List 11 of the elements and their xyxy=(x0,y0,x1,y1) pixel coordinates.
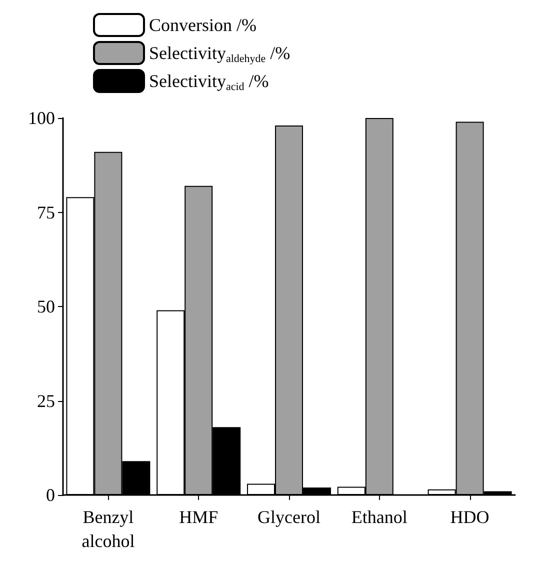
legend-label: Conversion /% xyxy=(149,15,256,35)
x-tick-label: Benzyl alcohol xyxy=(82,507,135,551)
x-tick-label: HDO xyxy=(450,507,490,527)
y-tick-label: 0 xyxy=(46,485,55,505)
x-tick-label: Glycerol xyxy=(258,507,320,527)
y-tick-label: 50 xyxy=(37,296,55,316)
x-tick-label: HMF xyxy=(179,507,218,527)
y-tick-label: 100 xyxy=(28,108,55,128)
y-tick-label: 25 xyxy=(37,390,55,411)
y-tick-label: 75 xyxy=(37,202,55,222)
x-tick-label: Ethanol xyxy=(351,507,408,527)
